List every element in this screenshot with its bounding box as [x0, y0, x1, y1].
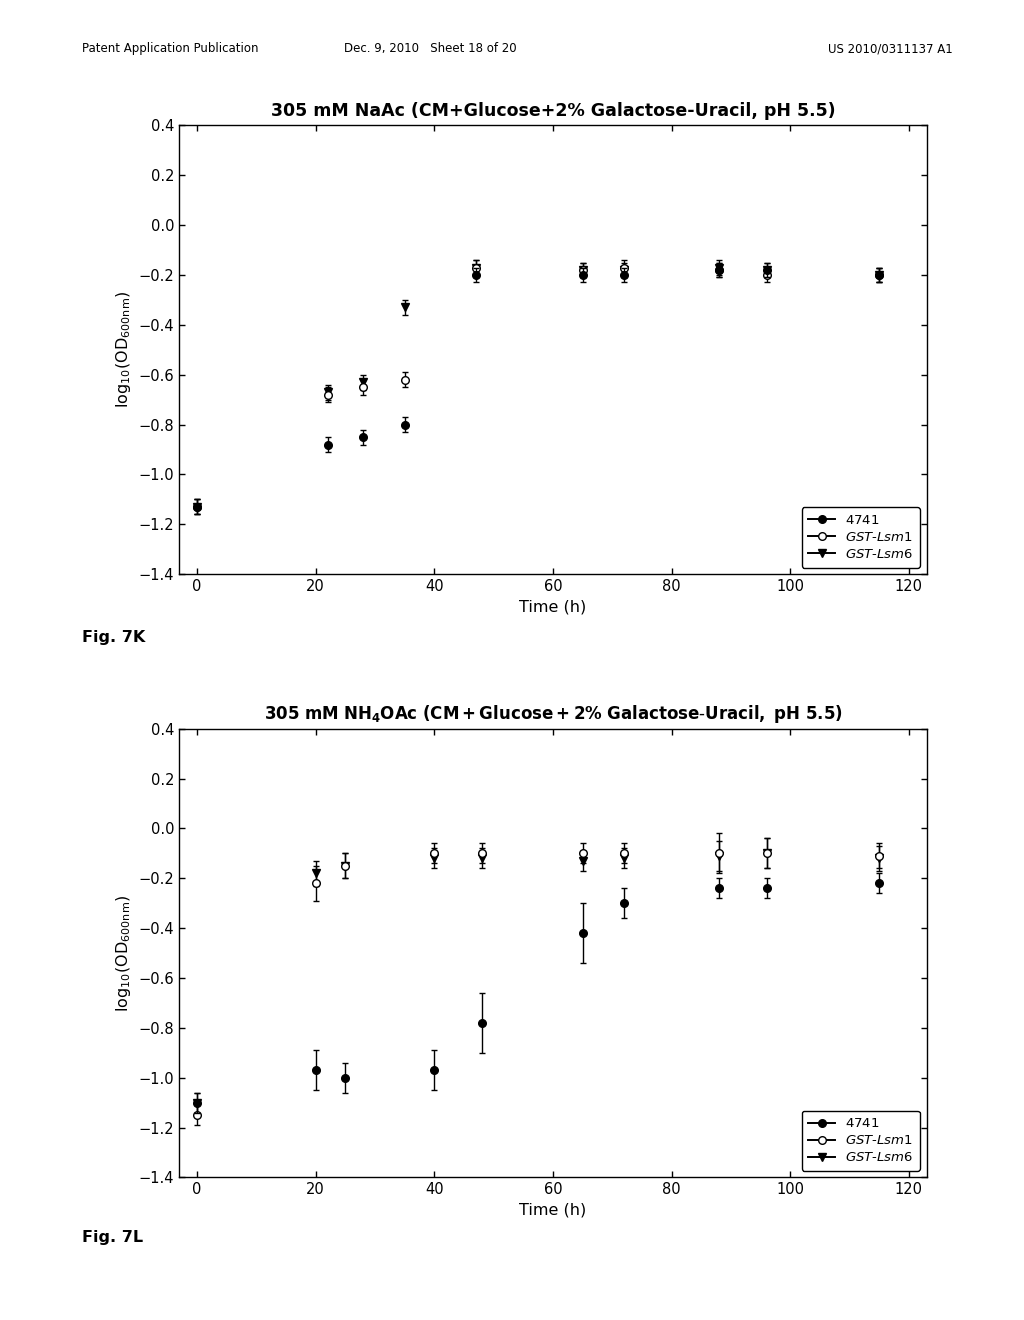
Title: $\mathbf{305\ mM\ NH_4OAc\ (CM+Glucose+2\%\ Galactose\text{-}Uracil,\ pH\ 5.5)}$: $\mathbf{305\ mM\ NH_4OAc\ (CM+Glucose+2…: [263, 704, 843, 725]
Text: Patent Application Publication: Patent Application Publication: [82, 42, 258, 55]
Title: 305 mM NaAc (CM+Glucose+2% Galactose-Uracil, pH 5.5): 305 mM NaAc (CM+Glucose+2% Galactose-Ura…: [270, 102, 836, 120]
Legend: $\mathit{4741}$, $\mathit{GST}$-$\mathit{Lsm1}$, $\mathit{GST}$-$\mathit{Lsm6}$: $\mathit{4741}$, $\mathit{GST}$-$\mathit…: [802, 507, 921, 568]
Text: Fig. 7L: Fig. 7L: [82, 1230, 143, 1245]
Text: US 2010/0311137 A1: US 2010/0311137 A1: [827, 42, 952, 55]
Text: Dec. 9, 2010   Sheet 18 of 20: Dec. 9, 2010 Sheet 18 of 20: [344, 42, 516, 55]
Text: Fig. 7K: Fig. 7K: [82, 630, 145, 644]
Y-axis label: $\mathrm{log_{10}(OD_{600nm})}$: $\mathrm{log_{10}(OD_{600nm})}$: [114, 292, 133, 408]
Legend: $\mathit{4741}$, $\mathit{GST}$-$\mathit{Lsm1}$, $\mathit{GST}$-$\mathit{Lsm6}$: $\mathit{4741}$, $\mathit{GST}$-$\mathit…: [802, 1110, 921, 1171]
X-axis label: Time (h): Time (h): [519, 1203, 587, 1218]
Y-axis label: $\mathrm{log_{10}(OD_{600nm})}$: $\mathrm{log_{10}(OD_{600nm})}$: [114, 895, 133, 1011]
X-axis label: Time (h): Time (h): [519, 599, 587, 615]
